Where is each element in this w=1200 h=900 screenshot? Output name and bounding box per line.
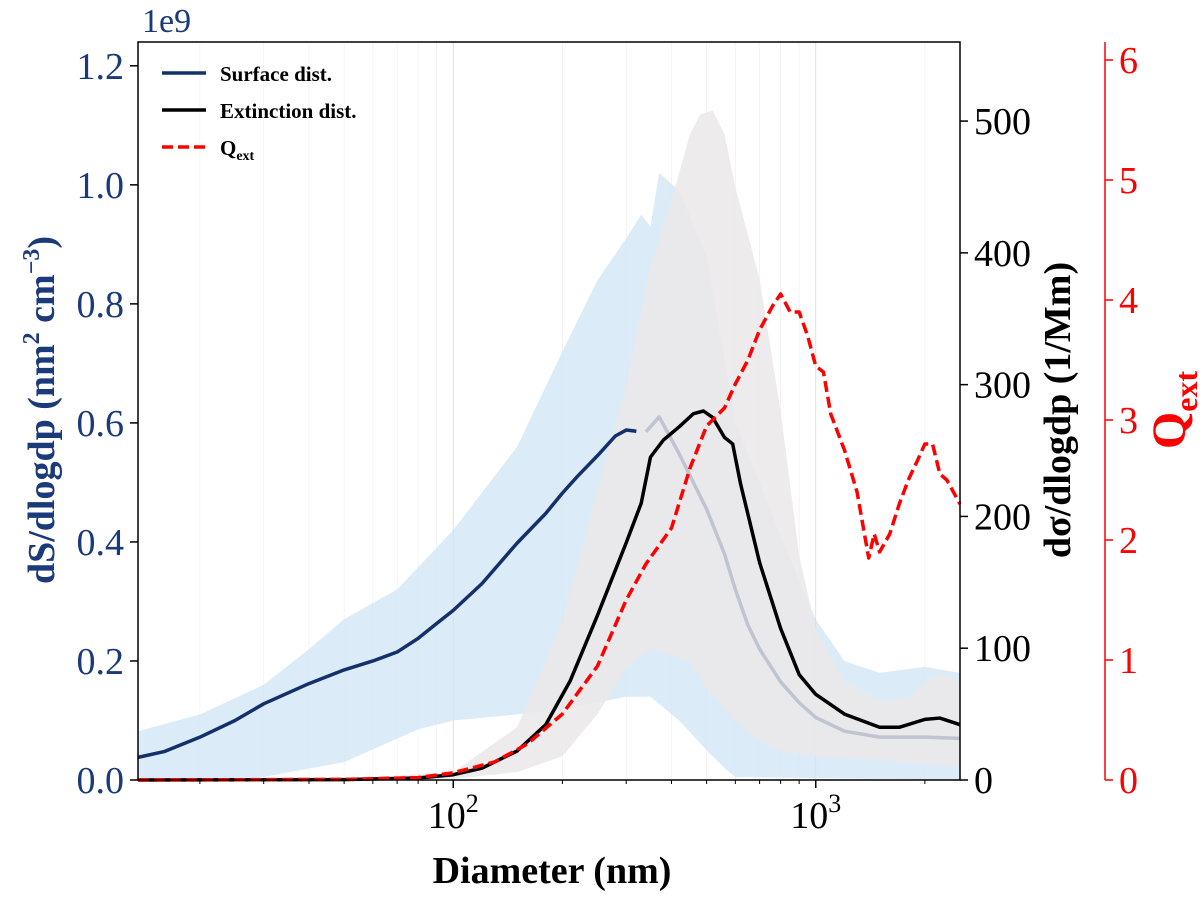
qext-tick-label: 5 (1119, 160, 1138, 202)
qext-tick-label: 0 (1119, 760, 1138, 802)
left-tick-label: 0.8 (77, 284, 125, 326)
legend-label-qext: Qext (220, 136, 255, 164)
left-y-axis: 0.0 0.2 0.4 0.6 0.8 1.0 1.2 (77, 46, 138, 802)
legend-label-extinction: Extinction dist. (220, 99, 357, 123)
qext-tick-label: 3 (1119, 400, 1138, 442)
x-axis-title: Diameter (nm) (433, 850, 672, 892)
qext-title-main: Q (1143, 412, 1196, 449)
left-tick-label: 0.0 (77, 760, 125, 802)
series-line-surface-faded (644, 415, 961, 741)
x-tick-label: 102 (428, 789, 479, 837)
series-line-surface (137, 428, 637, 760)
left-title-sup-1: 2 (19, 332, 45, 344)
right1-tick-label: 200 (974, 496, 1031, 538)
x-tick-exponent: 3 (828, 789, 841, 818)
svg-text:dS/dlogdp (nm2 cm−3): dS/dlogdp (nm2 cm−3) (19, 236, 63, 584)
left-tick-label: 1.0 (77, 165, 125, 207)
left-tick-label: 1.2 (77, 46, 125, 88)
series-line-qext (137, 292, 962, 782)
left-title-part: ) (21, 236, 63, 249)
left-tick-label: 0.4 (77, 522, 125, 564)
legend-qext-sub: ext (236, 149, 254, 164)
x-axis: 102 103 (199, 780, 926, 837)
right-y-axis-extinction: 0 100 200 300 400 500 (960, 101, 1031, 802)
right-axis-title-text: dσ/dlogdp (1/Mm) (1037, 262, 1079, 558)
left-tick-label: 0.2 (77, 641, 125, 683)
right-y-axis-qext: 0 1 2 3 4 5 6 (1104, 40, 1138, 802)
qext-tick-label: 6 (1119, 40, 1138, 82)
qext-tick-label: 4 (1119, 280, 1138, 322)
x-tick-exponent: 2 (466, 789, 479, 818)
left-tick-label: 0.6 (77, 403, 125, 445)
x-tick-base: 10 (790, 795, 828, 837)
left-title-part: cm (21, 274, 63, 332)
svg-text:Qext: Qext (1143, 371, 1200, 450)
left-title-part: dS/dlogdp (nm (21, 344, 63, 584)
left-title-sup-2: −3 (19, 249, 45, 275)
right1-tick-label: 0 (974, 760, 993, 802)
left-axis-offset-text: 1e9 (142, 3, 191, 40)
x-tick-label: 103 (790, 789, 841, 837)
x-tick-base: 10 (428, 795, 466, 837)
qext-tick-label: 2 (1119, 520, 1138, 562)
uncertainty-bands (138, 110, 960, 780)
qext-title-sub: ext (1168, 371, 1200, 412)
legend-label-surface: Surface dist. (220, 62, 332, 86)
right1-tick-label: 500 (974, 101, 1031, 143)
right-axis-title-qext: Qext (1143, 371, 1200, 450)
legend-qext-main: Q (220, 136, 236, 160)
plot-frame (137, 41, 961, 781)
qext-tick-label: 1 (1119, 640, 1138, 682)
right1-tick-label: 400 (974, 233, 1031, 275)
right1-tick-label: 300 (974, 365, 1031, 407)
right-axis-title-extinction: dσ/dlogdp (1/Mm) (1037, 262, 1079, 558)
left-axis-title: dS/dlogdp (nm2 cm−3) (19, 236, 63, 584)
right1-tick-label: 100 (974, 628, 1031, 670)
series-lines (137, 292, 962, 782)
uncertainty-band-right1 (138, 110, 960, 780)
legend: Surface dist. Extinction dist. Qext (162, 62, 357, 164)
